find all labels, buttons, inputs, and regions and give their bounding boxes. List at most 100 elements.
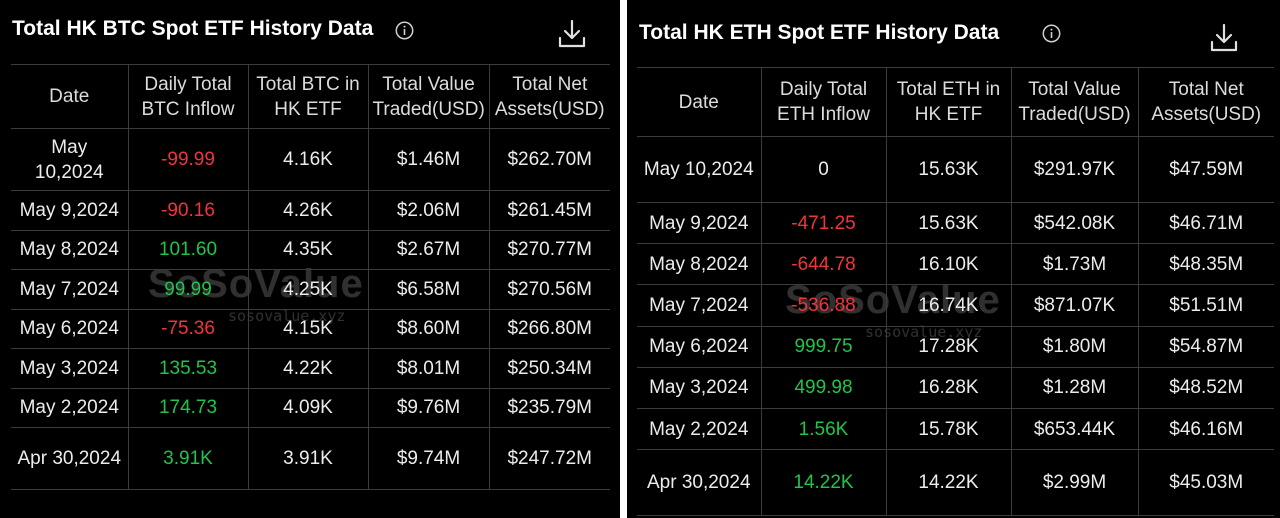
cell-net-assets: $45.03M (1137, 449, 1274, 517)
btc-history-table: Date Daily Total BTC Inflow Total BTC in… (11, 64, 610, 490)
cell-value-traded: $653.44K (1010, 407, 1139, 451)
cell-total-holdings: 15.63K (885, 136, 1012, 203)
cell-daily-inflow: 999.75 (760, 325, 887, 368)
cell-date: May 7,2024 (637, 284, 762, 327)
cell-date: May 10,2024 (11, 128, 129, 191)
cell-value-traded: $1.46M (367, 128, 490, 191)
cell-date: Apr 30,2024 (11, 427, 129, 490)
eth-history-table: Date Daily Total ETH Inflow Total ETH in… (637, 67, 1274, 517)
cell-net-assets: $270.56M (488, 269, 610, 310)
info-icon[interactable] (1042, 24, 1061, 43)
column-header-total-holdings: Total BTC in HK ETF (247, 64, 369, 129)
cell-value-traded: $2.67M (367, 229, 490, 270)
info-icon[interactable] (395, 21, 414, 40)
cell-total-holdings: 16.28K (885, 366, 1012, 409)
cell-net-assets: $48.52M (1137, 366, 1274, 409)
cell-net-assets: $235.79M (488, 387, 610, 428)
cell-value-traded: $1.80M (1010, 325, 1139, 368)
cell-total-holdings: 3.91K (247, 427, 369, 490)
table-row: Apr 30,2024 3.91K 3.91K $9.74M $247.72M (11, 427, 610, 490)
cell-total-holdings: 4.22K (247, 348, 369, 389)
cell-daily-inflow: 1.56K (760, 407, 887, 451)
cell-daily-inflow: -471.25 (760, 201, 887, 245)
cell-value-traded: $9.74M (367, 427, 490, 490)
cell-net-assets: $262.70M (488, 128, 610, 191)
cell-daily-inflow: 14.22K (760, 449, 887, 517)
column-header-date: Date (637, 67, 762, 137)
download-icon[interactable] (1208, 22, 1240, 54)
table-row: May 2,2024 1.56K 15.78K $653.44K $46.16M (637, 407, 1274, 451)
btc-panel-title: Total HK BTC Spot ETF History Data (12, 17, 374, 40)
table-row: May 7,2024 99.99 4.25K $6.58M $270.56M (11, 269, 610, 310)
cell-value-traded: $542.08K (1010, 201, 1139, 245)
cell-date: May 6,2024 (11, 308, 129, 349)
cell-value-traded: $291.97K (1010, 136, 1139, 203)
cell-daily-inflow: -90.16 (127, 190, 249, 231)
table-row: May 9,2024 -90.16 4.26K $2.06M $261.45M (11, 190, 610, 231)
cell-net-assets: $261.45M (488, 190, 610, 231)
table-row: May 7,2024 -536.88 16.74K $871.07K $51.51M (637, 284, 1274, 327)
cell-net-assets: $266.80M (488, 308, 610, 349)
cell-daily-inflow: -99.99 (127, 128, 249, 191)
cell-total-holdings: 4.26K (247, 190, 369, 231)
cell-total-holdings: 17.28K (885, 325, 1012, 368)
table-row: May 3,2024 135.53 4.22K $8.01M $250.34M (11, 348, 610, 389)
cell-daily-inflow: -75.36 (127, 308, 249, 349)
table-row: May 8,2024 -644.78 16.10K $1.73M $48.35M (637, 243, 1274, 286)
cell-total-holdings: 14.22K (885, 449, 1012, 517)
table-row: May 10,2024 0 15.63K $291.97K $47.59M (637, 136, 1274, 203)
cell-daily-inflow: 101.60 (127, 229, 249, 270)
cell-date: May 2,2024 (11, 387, 129, 428)
download-icon[interactable] (556, 18, 588, 50)
cell-daily-inflow: 135.53 (127, 348, 249, 389)
cell-net-assets: $270.77M (488, 229, 610, 270)
cell-date: May 9,2024 (11, 190, 129, 231)
cell-total-holdings: 16.74K (885, 284, 1012, 327)
cell-net-assets: $46.71M (1137, 201, 1274, 245)
cell-daily-inflow: -536.88 (760, 284, 887, 327)
column-header-value-traded: Total Value Traded(USD) (1010, 67, 1139, 137)
cell-date: May 8,2024 (11, 229, 129, 270)
column-header-net-assets: Total Net Assets(USD) (1137, 67, 1274, 137)
cell-total-holdings: 4.35K (247, 229, 369, 270)
cell-daily-inflow: 3.91K (127, 427, 249, 490)
cell-total-holdings: 4.15K (247, 308, 369, 349)
column-header-date: Date (11, 64, 129, 129)
cell-value-traded: $8.60M (367, 308, 490, 349)
table-header-row: Date Daily Total BTC Inflow Total BTC in… (11, 64, 610, 129)
cell-date: May 8,2024 (637, 243, 762, 286)
column-header-daily-inflow: Daily Total BTC Inflow (127, 64, 249, 129)
cell-date: May 7,2024 (11, 269, 129, 310)
cell-date: May 10,2024 (637, 136, 762, 203)
cell-value-traded: $8.01M (367, 348, 490, 389)
cell-net-assets: $47.59M (1137, 136, 1274, 203)
cell-daily-inflow: 499.98 (760, 366, 887, 409)
cell-date: May 6,2024 (637, 325, 762, 368)
cell-daily-inflow: 99.99 (127, 269, 249, 310)
table-row: May 8,2024 101.60 4.35K $2.67M $270.77M (11, 229, 610, 270)
cell-date: May 3,2024 (11, 348, 129, 389)
column-header-value-traded: Total Value Traded(USD) (367, 64, 490, 129)
cell-net-assets: $51.51M (1137, 284, 1274, 327)
cell-daily-inflow: 0 (760, 136, 887, 203)
table-header-row: Date Daily Total ETH Inflow Total ETH in… (637, 67, 1274, 137)
cell-net-assets: $48.35M (1137, 243, 1274, 286)
cell-daily-inflow: 174.73 (127, 387, 249, 428)
cell-net-assets: $46.16M (1137, 407, 1274, 451)
table-row: May 6,2024 -75.36 4.15K $8.60M $266.80M (11, 308, 610, 349)
table-row: May 10,2024 -99.99 4.16K $1.46M $262.70M (11, 128, 610, 191)
cell-value-traded: $6.58M (367, 269, 490, 310)
cell-value-traded: $9.76M (367, 387, 490, 428)
cell-value-traded: $871.07K (1010, 284, 1139, 327)
cell-net-assets: $247.72M (488, 427, 610, 490)
cell-value-traded: $1.73M (1010, 243, 1139, 286)
cell-value-traded: $2.06M (367, 190, 490, 231)
cell-value-traded: $1.28M (1010, 366, 1139, 409)
cell-total-holdings: 4.25K (247, 269, 369, 310)
table-row: May 2,2024 174.73 4.09K $9.76M $235.79M (11, 387, 610, 428)
cell-date: May 3,2024 (637, 366, 762, 409)
table-row: May 9,2024 -471.25 15.63K $542.08K $46.71M (637, 201, 1274, 245)
column-header-total-holdings: Total ETH in HK ETF (885, 67, 1012, 137)
column-header-net-assets: Total Net Assets(USD) (488, 64, 610, 129)
cell-total-holdings: 15.63K (885, 201, 1012, 245)
